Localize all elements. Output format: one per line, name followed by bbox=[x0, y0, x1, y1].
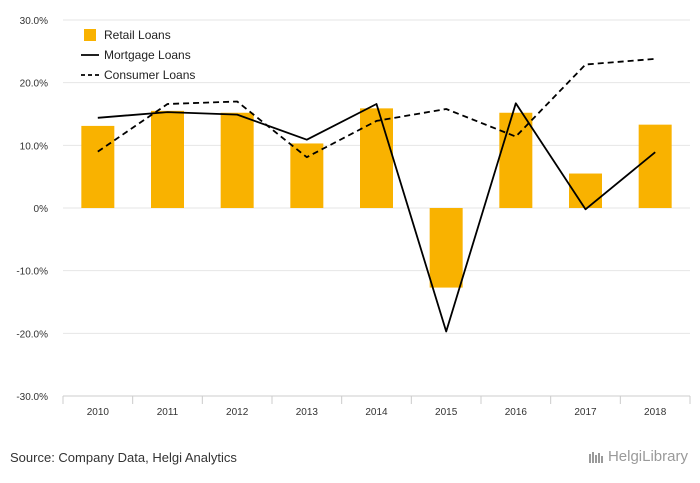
bar-2016 bbox=[499, 112, 533, 208]
x-tick-label: 2010 bbox=[87, 407, 110, 418]
legend-label: Retail Loans bbox=[104, 28, 171, 42]
x-tick-label: 2014 bbox=[365, 407, 388, 418]
x-tick-label: 2015 bbox=[435, 407, 458, 418]
bar-2011 bbox=[151, 110, 184, 208]
lines bbox=[97, 58, 656, 333]
y-tick-label: 10.0% bbox=[20, 141, 48, 152]
y-tick-label: -20.0% bbox=[16, 329, 48, 340]
bar-2018 bbox=[638, 124, 672, 208]
x-tick-label: 2018 bbox=[644, 407, 667, 418]
legend-label: Mortgage Loans bbox=[104, 48, 191, 62]
bar-2013 bbox=[290, 143, 324, 208]
legend-swatch bbox=[84, 29, 96, 41]
brand-label: HelgiLibrary bbox=[607, 448, 688, 465]
axes: 30.0% 20.0% 10.0% 0% -10.0% -20.0% -30.0% 2010 2… bbox=[16, 16, 691, 418]
library-logo-icon bbox=[588, 451, 603, 463]
bar-2010 bbox=[81, 125, 115, 208]
x-tick-label: 2016 bbox=[505, 407, 528, 418]
y-tick-label: 0% bbox=[34, 204, 49, 215]
y-tick-label: -30.0% bbox=[16, 392, 48, 403]
chart: 30.0% 20.0% 10.0% 0% -10.0% -20.0% -30.0% 2010 2… bbox=[16, 16, 691, 418]
x-tick-label: 2017 bbox=[574, 407, 597, 418]
x-tick-label: 2012 bbox=[226, 407, 249, 418]
brand: HelgiLibrary bbox=[588, 448, 688, 465]
line-consumer-loans bbox=[97, 58, 656, 159]
legend: Retail Loans Mortgage Loans Consumer Loans bbox=[81, 28, 195, 82]
x-tick-label: 2013 bbox=[296, 407, 319, 418]
x-tick-label: 2011 bbox=[157, 407, 179, 418]
legend-label: Consumer Loans bbox=[104, 68, 195, 82]
y-tick-label: 30.0% bbox=[20, 16, 48, 27]
bars bbox=[81, 108, 672, 288]
bar-2012 bbox=[220, 112, 254, 208]
bar-2014 bbox=[360, 108, 393, 208]
y-tick-label: 20.0% bbox=[20, 79, 48, 90]
y-tick-label: -10.0% bbox=[16, 267, 48, 278]
bar-2017 bbox=[569, 173, 602, 208]
line-mortgage-loans bbox=[97, 102, 656, 333]
bar-2015 bbox=[429, 208, 463, 288]
source-note: Source: Company Data, Helgi Analytics bbox=[10, 450, 237, 465]
